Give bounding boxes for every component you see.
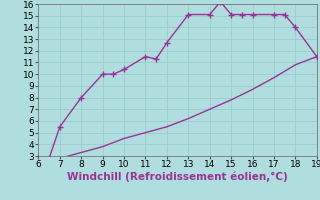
X-axis label: Windchill (Refroidissement éolien,°C): Windchill (Refroidissement éolien,°C) <box>67 172 288 182</box>
